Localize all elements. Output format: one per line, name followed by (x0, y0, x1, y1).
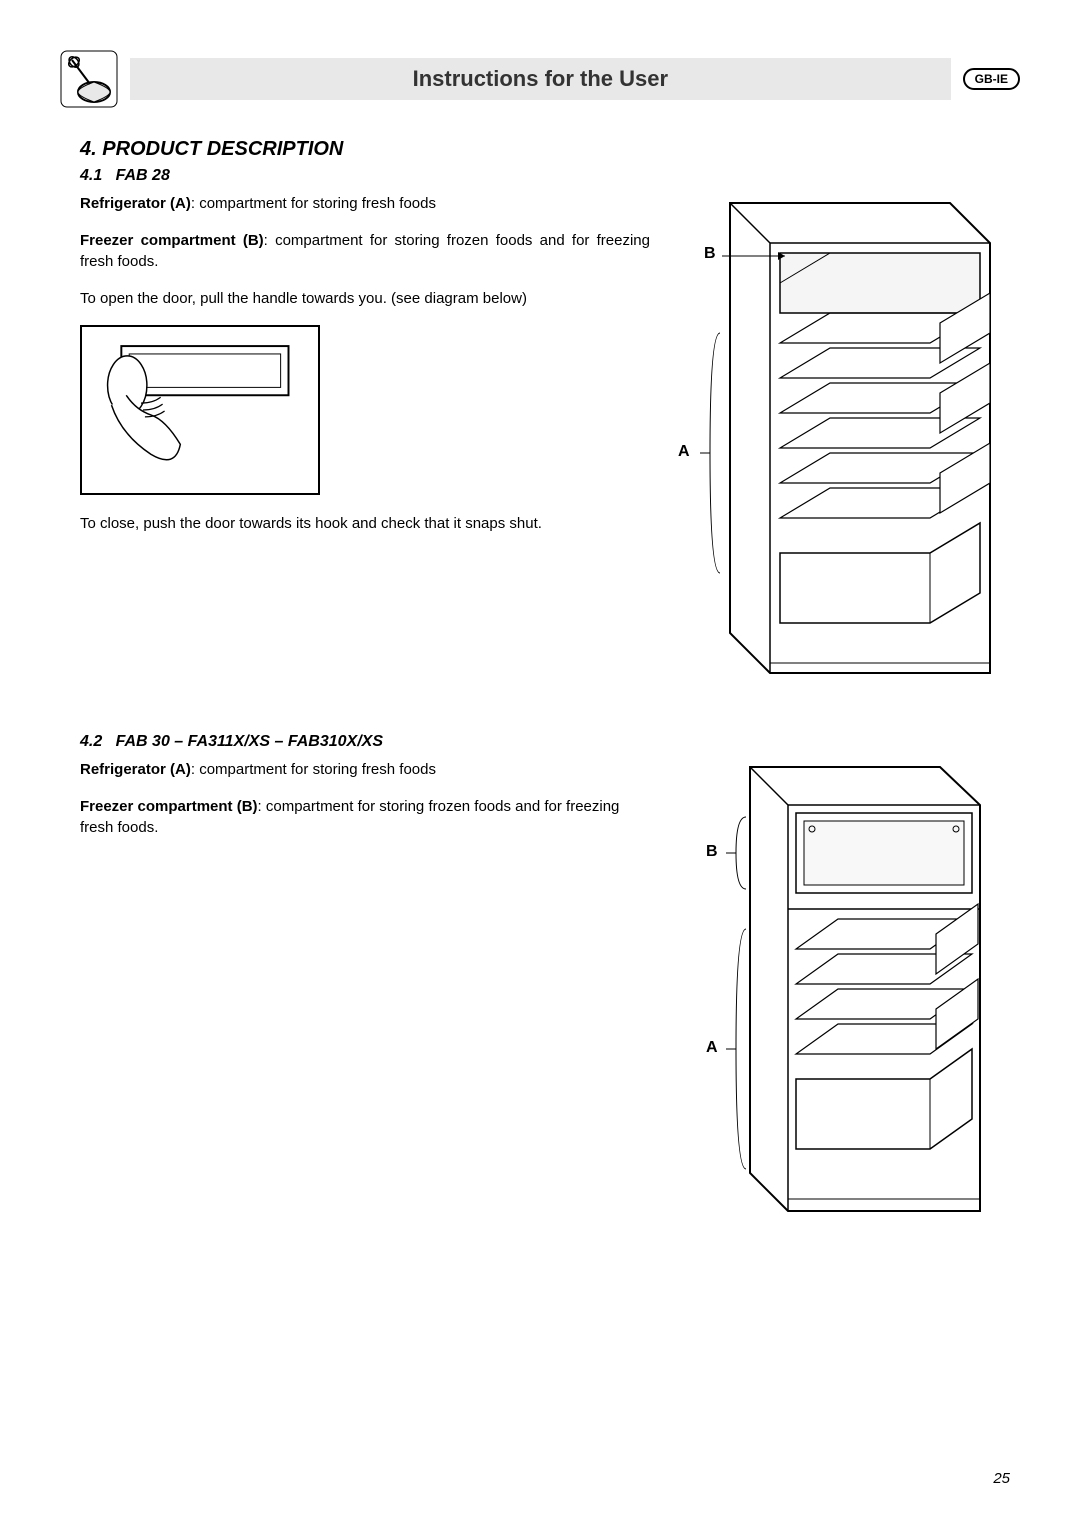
freezer-b-desc: Freezer compartment (B): compartment for… (80, 230, 650, 272)
fab28-fridge-diagram: B A (670, 193, 1000, 693)
door-handle-diagram (80, 325, 320, 495)
refrigerator-a-desc: Refrigerator (A): compartment for storin… (80, 193, 650, 214)
fab30-fridge-diagram: B A (710, 759, 990, 1229)
subsection-4-1-body: Refrigerator (A): compartment for storin… (80, 193, 1010, 693)
text-column: Refrigerator (A): compartment for storin… (80, 759, 650, 1229)
subsection-4-2-title: 4.2 FAB 30 – FA311X/XS – FAB310X/XS (80, 733, 1010, 751)
freezer-b-desc: Freezer compartment (B): compartment for… (80, 796, 650, 838)
whisk-bowl-icon (60, 50, 118, 108)
manual-page: Instructions for the User GB-IE 4. PRODU… (0, 0, 1080, 1527)
section-title: 4. PRODUCT DESCRIPTION (80, 138, 1010, 161)
page-number: 25 (993, 1470, 1010, 1487)
diagram-label-b: B (706, 843, 718, 861)
header-title-bar: Instructions for the User (130, 58, 951, 100)
refrigerator-a-desc: Refrigerator (A): compartment for storin… (80, 759, 650, 780)
page-header: Instructions for the User GB-IE (60, 50, 1020, 108)
close-door-instruction: To close, push the door towards its hook… (80, 513, 650, 534)
open-door-instruction: To open the door, pull the handle toward… (80, 288, 650, 309)
page-content: 4. PRODUCT DESCRIPTION 4.1 FAB 28 Refrig… (60, 138, 1020, 1229)
figure-column: B A (670, 193, 1010, 693)
diagram-label-b: B (704, 245, 716, 263)
region-badge: GB-IE (963, 68, 1020, 90)
diagram-label-a: A (706, 1039, 718, 1057)
header-title: Instructions for the User (413, 66, 668, 92)
subsection-4-2-body: Refrigerator (A): compartment for storin… (80, 759, 1010, 1229)
figure-column: B A (670, 759, 1010, 1229)
diagram-label-a: A (678, 443, 690, 461)
text-column: Refrigerator (A): compartment for storin… (80, 193, 650, 693)
subsection-4-1-title: 4.1 FAB 28 (80, 167, 1010, 185)
